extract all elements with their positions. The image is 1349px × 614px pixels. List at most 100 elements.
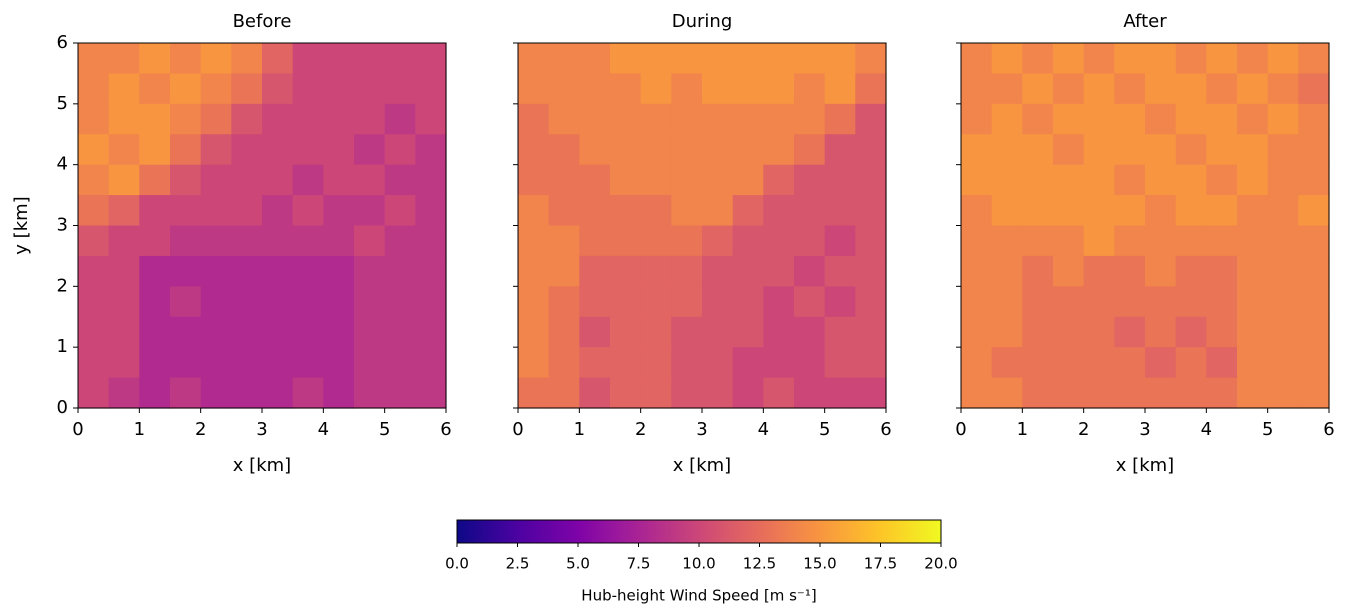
heatmap-cell bbox=[1083, 73, 1115, 105]
heatmap-cell bbox=[1145, 377, 1177, 409]
heatmap-cell bbox=[518, 347, 550, 379]
heatmap-cell bbox=[1114, 73, 1146, 105]
heatmap-cell bbox=[1053, 255, 1085, 287]
heatmap-cell bbox=[231, 103, 263, 135]
y-tick-label: 6 bbox=[57, 32, 68, 53]
heatmap-cell bbox=[961, 195, 993, 227]
panel-title: Before bbox=[233, 11, 292, 32]
heatmap-cell bbox=[78, 134, 110, 166]
heatmap-cell bbox=[824, 225, 856, 257]
heatmap-cell bbox=[139, 347, 171, 379]
heatmap-cell bbox=[579, 347, 611, 379]
heatmap-cell bbox=[1114, 164, 1146, 196]
colorbar-tick-label: 15.0 bbox=[803, 555, 836, 573]
heatmap-cell bbox=[1206, 225, 1238, 257]
heatmap-cell bbox=[824, 43, 856, 75]
heatmap-cell bbox=[200, 255, 232, 287]
heatmap-cell bbox=[548, 134, 580, 166]
heatmap-cell bbox=[139, 164, 171, 196]
heatmap-cell bbox=[292, 286, 324, 318]
heatmap-cell bbox=[200, 164, 232, 196]
x-tick-label: 0 bbox=[512, 419, 523, 440]
y-tick-label: 0 bbox=[57, 397, 68, 418]
heatmap-cell bbox=[1114, 103, 1146, 135]
heatmap-cell bbox=[415, 316, 447, 348]
heatmap-cell bbox=[1083, 43, 1115, 75]
heatmap-cell bbox=[518, 134, 550, 166]
heatmap-cell bbox=[170, 225, 202, 257]
heatmap-cell bbox=[1206, 347, 1238, 379]
heatmap-cell bbox=[794, 286, 826, 318]
heatmap-cell bbox=[548, 347, 580, 379]
heatmap-cell bbox=[518, 255, 550, 287]
heatmap-cell bbox=[1022, 225, 1054, 257]
heatmap-cell bbox=[139, 255, 171, 287]
heatmap-cell bbox=[354, 377, 386, 409]
x-tick-label: 5 bbox=[819, 419, 830, 440]
heatmap-cell bbox=[579, 103, 611, 135]
heatmap-cell bbox=[1114, 225, 1146, 257]
heatmap-cell bbox=[1145, 225, 1177, 257]
heatmap-cell bbox=[170, 255, 202, 287]
heatmap-cell bbox=[548, 316, 580, 348]
heatmap-cell bbox=[1145, 316, 1177, 348]
heatmap-cell bbox=[1053, 225, 1085, 257]
heatmap-cell bbox=[702, 103, 734, 135]
heatmap-cell bbox=[1083, 134, 1115, 166]
heatmap-cell bbox=[323, 316, 355, 348]
heatmap-cell bbox=[548, 286, 580, 318]
heatmap-cell bbox=[384, 377, 416, 409]
heatmap-cell bbox=[1206, 316, 1238, 348]
heatmap-cell bbox=[961, 377, 993, 409]
x-tick-label: 4 bbox=[758, 419, 769, 440]
heatmap-cell bbox=[518, 286, 550, 318]
heatmap-cell bbox=[1206, 103, 1238, 135]
y-axis-label: y [km] bbox=[11, 196, 32, 254]
heatmap-cell bbox=[200, 286, 232, 318]
heatmap-cell bbox=[1267, 195, 1299, 227]
heatmap-cell bbox=[354, 316, 386, 348]
heatmap-cell bbox=[855, 255, 887, 287]
heatmap-cell bbox=[415, 225, 447, 257]
heatmap-cell bbox=[579, 286, 611, 318]
heatmap-cell bbox=[200, 73, 232, 105]
heatmap-cell bbox=[1206, 164, 1238, 196]
heatmap-cell bbox=[1022, 195, 1054, 227]
heatmap-cell bbox=[794, 195, 826, 227]
heatmap-cell bbox=[1237, 164, 1269, 196]
heatmap-cell bbox=[640, 195, 672, 227]
heatmap-cell bbox=[732, 255, 764, 287]
heatmap-cell bbox=[1175, 255, 1207, 287]
heatmap-cell bbox=[415, 195, 447, 227]
heatmap-cell bbox=[855, 103, 887, 135]
heatmap-cell bbox=[323, 164, 355, 196]
heatmap-cell bbox=[323, 225, 355, 257]
heatmap-cell bbox=[763, 164, 795, 196]
heatmap-cell bbox=[671, 134, 703, 166]
heatmap-cell bbox=[354, 286, 386, 318]
heatmap-cell bbox=[231, 43, 263, 75]
heatmap-cell bbox=[671, 164, 703, 196]
y-tick-label: 1 bbox=[57, 336, 68, 357]
heatmap-cell bbox=[139, 225, 171, 257]
heatmap-cell bbox=[732, 347, 764, 379]
heatmap-cell bbox=[1237, 225, 1269, 257]
heatmap-cell bbox=[671, 225, 703, 257]
heatmap-cell bbox=[1237, 377, 1269, 409]
heatmap-cell bbox=[1083, 195, 1115, 227]
heatmap-cell bbox=[354, 164, 386, 196]
heatmap-cell bbox=[671, 377, 703, 409]
heatmap-cell bbox=[610, 103, 642, 135]
heatmap-cell bbox=[292, 164, 324, 196]
heatmap-cell bbox=[1083, 347, 1115, 379]
heatmap-cell bbox=[518, 316, 550, 348]
heatmap-cell bbox=[702, 225, 734, 257]
heatmap-cell bbox=[108, 164, 140, 196]
heatmap-cell bbox=[354, 225, 386, 257]
heatmap-cell bbox=[323, 377, 355, 409]
heatmap-cell bbox=[640, 316, 672, 348]
heatmap-cell bbox=[354, 103, 386, 135]
heatmap-cell bbox=[262, 255, 294, 287]
x-tick-label: 2 bbox=[195, 419, 206, 440]
